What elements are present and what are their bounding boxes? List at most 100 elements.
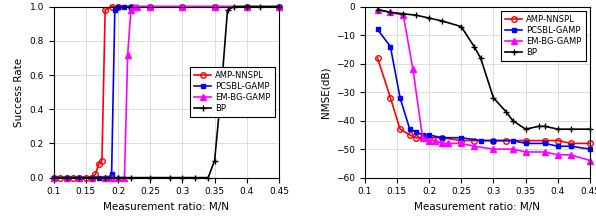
Line: AMP-NNSPL: AMP-NNSPL bbox=[375, 55, 593, 146]
PCSBL-GAMP bbox=[50, 176, 57, 179]
EM-BG-GAMP bbox=[387, 11, 394, 14]
EM-BG-GAMP bbox=[409, 68, 417, 71]
EM-BG-GAMP bbox=[490, 148, 497, 151]
EM-BG-GAMP bbox=[147, 5, 154, 8]
BP bbox=[471, 45, 478, 48]
EM-BG-GAMP bbox=[567, 153, 575, 156]
AMP-NNSPL bbox=[554, 139, 561, 142]
PCSBL-GAMP bbox=[477, 139, 484, 142]
PCSBL-GAMP bbox=[108, 173, 115, 176]
EM-BG-GAMP bbox=[445, 142, 452, 145]
AMP-NNSPL bbox=[439, 136, 446, 139]
AMP-NNSPL bbox=[211, 5, 218, 8]
PCSBL-GAMP bbox=[211, 5, 218, 8]
AMP-NNSPL bbox=[76, 176, 83, 179]
BP bbox=[477, 57, 484, 59]
BP bbox=[89, 176, 96, 179]
PCSBL-GAMP bbox=[101, 176, 108, 179]
Line: EM-BG-GAMP: EM-BG-GAMP bbox=[51, 4, 282, 181]
Legend: AMP-NNSPL, PCSBL-GAMP, EM-BG-GAMP, BP: AMP-NNSPL, PCSBL-GAMP, EM-BG-GAMP, BP bbox=[190, 67, 275, 117]
BP bbox=[147, 176, 154, 179]
PCSBL-GAMP bbox=[95, 176, 103, 179]
AMP-NNSPL bbox=[374, 57, 381, 59]
BP bbox=[218, 91, 225, 93]
AMP-NNSPL bbox=[275, 5, 283, 8]
BP bbox=[535, 125, 542, 128]
BP bbox=[541, 125, 548, 128]
PCSBL-GAMP bbox=[89, 176, 96, 179]
EM-BG-GAMP bbox=[131, 5, 138, 8]
BP bbox=[567, 128, 575, 131]
PCSBL-GAMP bbox=[114, 5, 122, 8]
Y-axis label: Success Rate: Success Rate bbox=[14, 57, 24, 127]
EM-BG-GAMP bbox=[426, 139, 433, 142]
EM-BG-GAMP bbox=[471, 145, 478, 148]
AMP-NNSPL bbox=[128, 5, 135, 8]
EM-BG-GAMP bbox=[541, 151, 548, 153]
BP bbox=[490, 97, 497, 99]
EM-BG-GAMP bbox=[419, 136, 426, 139]
EM-BG-GAMP bbox=[439, 142, 446, 145]
BP bbox=[586, 128, 594, 131]
EM-BG-GAMP bbox=[179, 5, 186, 8]
AMP-NNSPL bbox=[458, 139, 465, 142]
BP bbox=[231, 5, 238, 8]
EM-BG-GAMP bbox=[432, 139, 439, 142]
PCSBL-GAMP bbox=[76, 176, 83, 179]
EM-BG-GAMP bbox=[63, 176, 70, 179]
EM-BG-GAMP bbox=[114, 176, 122, 179]
BP bbox=[192, 176, 199, 179]
PCSBL-GAMP bbox=[554, 145, 561, 148]
BP bbox=[458, 25, 465, 28]
AMP-NNSPL bbox=[412, 136, 420, 139]
PCSBL-GAMP bbox=[374, 28, 381, 31]
EM-BG-GAMP bbox=[124, 53, 131, 56]
PCSBL-GAMP bbox=[179, 5, 186, 8]
Line: BP: BP bbox=[50, 3, 283, 181]
AMP-NNSPL bbox=[50, 176, 57, 179]
BP bbox=[256, 5, 263, 8]
BP bbox=[522, 128, 529, 131]
PCSBL-GAMP bbox=[509, 139, 516, 142]
BP bbox=[128, 176, 135, 179]
AMP-NNSPL bbox=[101, 9, 108, 11]
X-axis label: Measurement ratio: M/N: Measurement ratio: M/N bbox=[414, 202, 541, 212]
PCSBL-GAMP bbox=[412, 131, 420, 133]
PCSBL-GAMP bbox=[121, 5, 128, 8]
AMP-NNSPL bbox=[114, 5, 122, 8]
EM-BG-GAMP bbox=[400, 14, 407, 17]
BP bbox=[243, 5, 250, 8]
BP bbox=[503, 111, 510, 113]
EM-BG-GAMP bbox=[554, 153, 561, 156]
BP bbox=[166, 176, 173, 179]
PCSBL-GAMP bbox=[63, 176, 70, 179]
PCSBL-GAMP bbox=[147, 5, 154, 8]
AMP-NNSPL bbox=[586, 142, 594, 145]
EM-BG-GAMP bbox=[128, 9, 135, 11]
BP bbox=[275, 5, 283, 8]
Line: EM-BG-GAMP: EM-BG-GAMP bbox=[374, 6, 593, 164]
BP bbox=[211, 159, 218, 162]
EM-BG-GAMP bbox=[522, 151, 529, 153]
AMP-NNSPL bbox=[108, 5, 115, 8]
PCSBL-GAMP bbox=[541, 142, 548, 145]
PCSBL-GAMP bbox=[387, 45, 394, 48]
BP bbox=[412, 14, 420, 17]
BP bbox=[179, 176, 186, 179]
AMP-NNSPL bbox=[98, 159, 105, 162]
PCSBL-GAMP bbox=[490, 139, 497, 142]
BP bbox=[114, 176, 122, 179]
BP bbox=[50, 176, 57, 179]
AMP-NNSPL bbox=[522, 139, 529, 142]
AMP-NNSPL bbox=[95, 163, 103, 165]
PCSBL-GAMP bbox=[128, 5, 135, 8]
EM-BG-GAMP bbox=[50, 176, 57, 179]
Line: PCSBL-GAMP: PCSBL-GAMP bbox=[51, 4, 281, 180]
BP bbox=[101, 176, 108, 179]
PCSBL-GAMP bbox=[105, 176, 112, 179]
AMP-NNSPL bbox=[406, 133, 413, 136]
Y-axis label: NMSE(dB): NMSE(dB) bbox=[321, 66, 330, 118]
AMP-NNSPL bbox=[503, 139, 510, 142]
BP bbox=[400, 12, 407, 15]
AMP-NNSPL bbox=[147, 5, 154, 8]
